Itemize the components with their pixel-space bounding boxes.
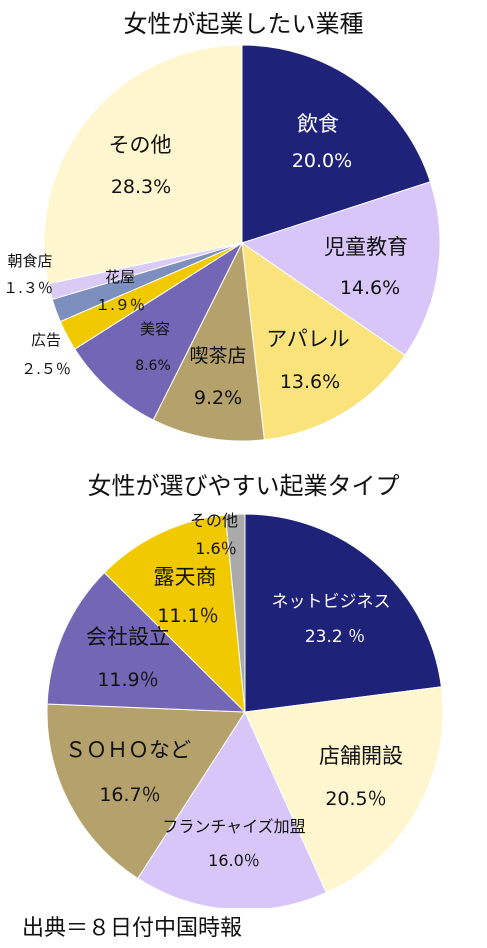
slice-value-label: 14.6% bbox=[340, 277, 400, 299]
slice-name-label: 花屋 bbox=[105, 268, 135, 286]
slice-value-label: 11.9％ bbox=[97, 669, 158, 691]
slice-name-label: フランチャイズ加盟 bbox=[162, 817, 305, 836]
pie-slice bbox=[241, 44, 431, 244]
slice-name-label: 朝食店 bbox=[7, 252, 52, 270]
slice-value-label: 28.3% bbox=[111, 176, 171, 198]
slice-name-label: ＳＯＨＯなど bbox=[65, 738, 191, 762]
slice-name-label: 広告 bbox=[31, 331, 61, 349]
chart-title-industries: 女性が起業したい業種 bbox=[123, 10, 364, 38]
slice-value-label: 20.0% bbox=[292, 150, 352, 172]
pie-slice bbox=[46, 703, 246, 880]
slice-value-label: 11.1％ bbox=[157, 605, 218, 627]
slice-value-label: 20.5％ bbox=[325, 788, 386, 810]
slice-name-label: ネットビジネス bbox=[272, 592, 391, 612]
slice-name-label: 児童教育 bbox=[324, 235, 408, 259]
pie-slice bbox=[103, 514, 246, 714]
slice-name-label: 店舗開設 bbox=[319, 744, 403, 768]
pie-chart-industries: 飲食 20.0% 児童教育 14.6% アパレル 13.6% 喫茶店 9.2% 美容 8.6% 広告… bbox=[3, 44, 441, 442]
slice-name-label: 飲食 bbox=[297, 112, 339, 136]
slice-name-label: 喫茶店 bbox=[189, 345, 246, 367]
slice-value-label: 23.2 ％ bbox=[305, 627, 365, 647]
slice-value-label: １.９％ bbox=[95, 296, 145, 314]
pie-chart-startup-types: ネットビジネス 23.2 ％ 店舗開設 20.5％ フランチャイズ加盟 16.0％ ＳＯＨＯ… bbox=[46, 511, 444, 908]
slice-value-label: 8.6% bbox=[135, 358, 171, 374]
slice-value-label: 1.6％ bbox=[195, 539, 236, 558]
slice-value-label: ２.５％ bbox=[21, 360, 71, 378]
pie-slice bbox=[74, 241, 244, 421]
pie-slice bbox=[244, 513, 442, 713]
slice-name-label: 美容 bbox=[140, 320, 170, 338]
slice-value-label: 16.0％ bbox=[208, 851, 260, 870]
slice-value-label: 9.2% bbox=[194, 387, 242, 409]
source-note: 出典＝８日付中国時報 bbox=[22, 916, 243, 941]
slice-name-label: アパレル bbox=[266, 327, 350, 351]
pie-slice bbox=[137, 710, 327, 908]
pie-slice bbox=[46, 571, 247, 713]
slice-value-label: 16.7％ bbox=[99, 784, 160, 806]
slice-name-label: その他 bbox=[109, 133, 172, 157]
pie-slice bbox=[224, 513, 246, 713]
pie-slice bbox=[152, 241, 265, 442]
slice-name-label: その他 bbox=[190, 511, 238, 530]
pie-slice bbox=[43, 44, 243, 285]
slice-value-label: 13.6% bbox=[280, 371, 340, 393]
pie-slice bbox=[240, 181, 441, 357]
slice-name-label: 会社設立 bbox=[86, 625, 170, 649]
slice-name-label: 露天商 bbox=[154, 565, 217, 589]
pie-slice bbox=[241, 241, 406, 441]
pie-slice bbox=[244, 686, 444, 894]
slice-value-label: １.３％ bbox=[3, 279, 53, 297]
chart-title-startup-types: 女性が選びやすい起業タイプ bbox=[87, 472, 400, 500]
